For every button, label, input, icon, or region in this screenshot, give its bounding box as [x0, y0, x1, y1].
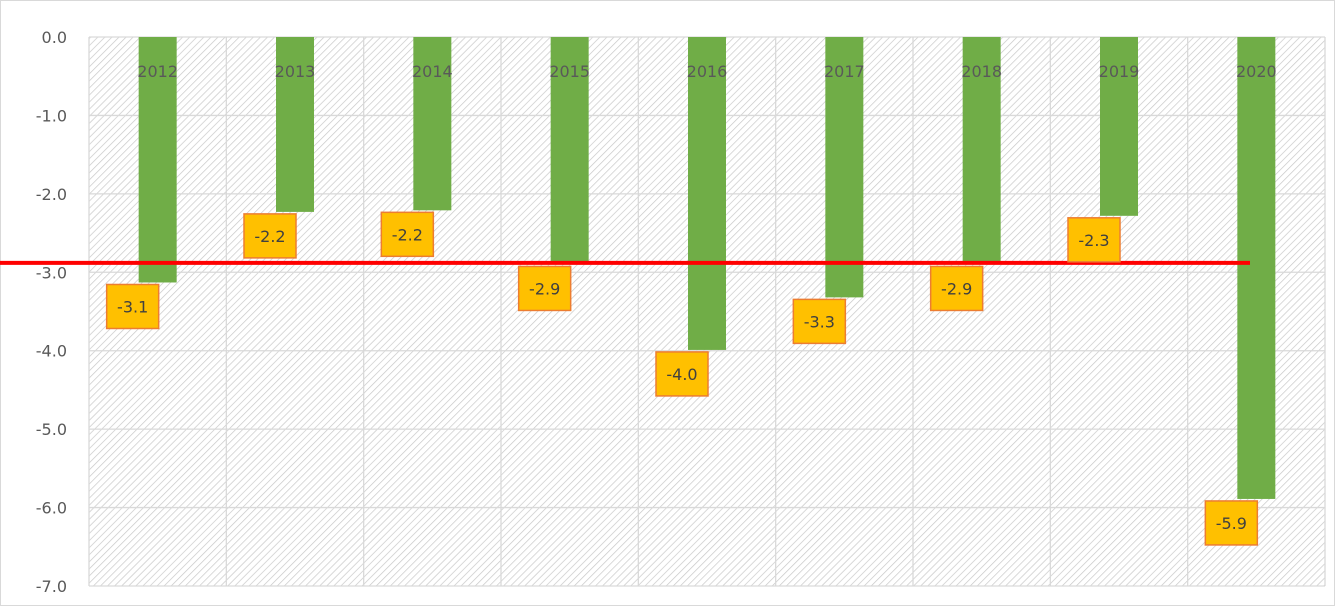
data-label: -2.9 — [941, 279, 972, 298]
bar — [276, 37, 314, 212]
bars — [138, 37, 1276, 499]
data-label: -2.2 — [254, 227, 285, 246]
category-label: 2013 — [275, 62, 316, 81]
data-label: -5.9 — [1216, 514, 1247, 533]
y-tick-label: -1.0 — [36, 106, 67, 125]
bar — [550, 37, 589, 265]
data-labels: -3.1 -2.2 -2.2 -2.9 -4.0 -3.3 -2.9 -2.3 -5.9 — [105, 211, 1259, 546]
bar — [1100, 37, 1138, 216]
data-label-box — [517, 265, 572, 312]
bar — [688, 37, 726, 350]
category-label: 2016 — [687, 62, 728, 81]
bar — [962, 37, 1001, 265]
y-tick-label: -2.0 — [36, 185, 67, 204]
y-tick-label: -7.0 — [36, 577, 67, 596]
y-tick-label: -4.0 — [36, 342, 67, 361]
data-label-box — [1204, 500, 1259, 546]
bar — [413, 37, 452, 211]
data-label-box — [243, 213, 297, 259]
y-tick-label: -6.0 — [36, 499, 67, 518]
category-label: 2015 — [549, 62, 590, 81]
data-label: -2.9 — [529, 279, 560, 298]
y-tick-label: -5.0 — [36, 420, 67, 439]
category-label: 2018 — [961, 62, 1002, 81]
data-label-box — [929, 265, 984, 312]
data-label: -3.3 — [804, 312, 835, 331]
category-label: 2017 — [824, 62, 865, 81]
axis-labels: 0.0 -1.0 -2.0 -3.0 -4.0 -5.0 -6.0 -7.0 2012 2013 2… — [36, 28, 1277, 596]
category-label: 2019 — [1099, 62, 1140, 81]
data-label: -2.3 — [1078, 231, 1109, 250]
category-label: 2014 — [412, 62, 453, 81]
data-label-box — [105, 283, 160, 330]
y-tick-label: 0.0 — [42, 28, 67, 47]
data-label: -4.0 — [666, 365, 697, 384]
bar — [825, 37, 864, 298]
data-label-box — [1067, 217, 1121, 263]
bar — [138, 37, 177, 283]
data-label: -2.2 — [392, 225, 423, 244]
data-label-box — [655, 351, 709, 397]
data-label-box — [380, 211, 435, 258]
category-label: 2012 — [137, 62, 178, 81]
data-label-box — [792, 298, 847, 345]
bar — [1237, 37, 1276, 499]
category-label: 2020 — [1236, 62, 1277, 81]
data-label: -3.1 — [117, 297, 148, 316]
y-tick-label: -3.0 — [36, 263, 67, 282]
